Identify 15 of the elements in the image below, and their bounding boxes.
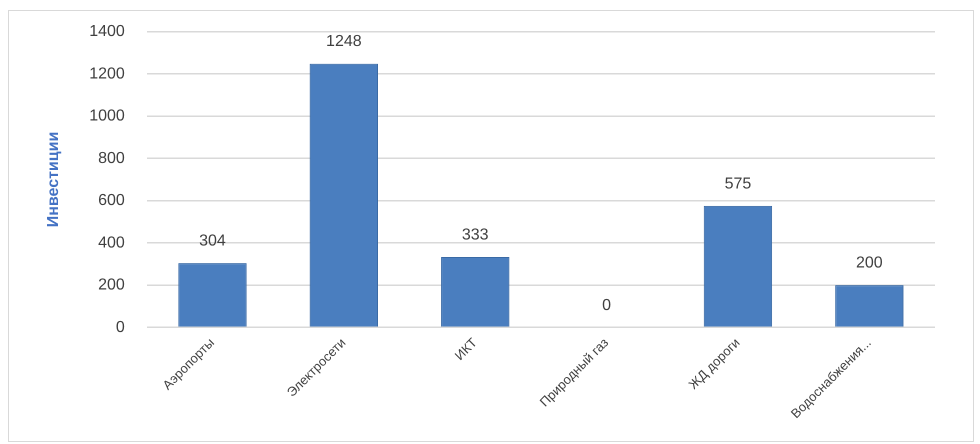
y-tick-label: 200 bbox=[98, 276, 125, 294]
y-tick-label: 1400 bbox=[89, 23, 125, 40]
y-tick-label: 600 bbox=[98, 192, 125, 210]
data-label: 0 bbox=[602, 296, 612, 314]
data-label: 200 bbox=[856, 254, 883, 272]
y-tick-label: 400 bbox=[98, 234, 125, 252]
y-tick-label: 1000 bbox=[89, 108, 125, 125]
y-tick-label: 800 bbox=[98, 150, 125, 167]
y-tick-label: 0 bbox=[116, 318, 125, 336]
data-label: 304 bbox=[199, 232, 226, 250]
y-tick-label: 1200 bbox=[89, 65, 125, 82]
data-label: 333 bbox=[462, 226, 489, 244]
y-axis-title: Инвестиции bbox=[45, 132, 62, 228]
data-label: 575 bbox=[724, 175, 752, 192]
data-label: 1248 bbox=[326, 33, 362, 50]
